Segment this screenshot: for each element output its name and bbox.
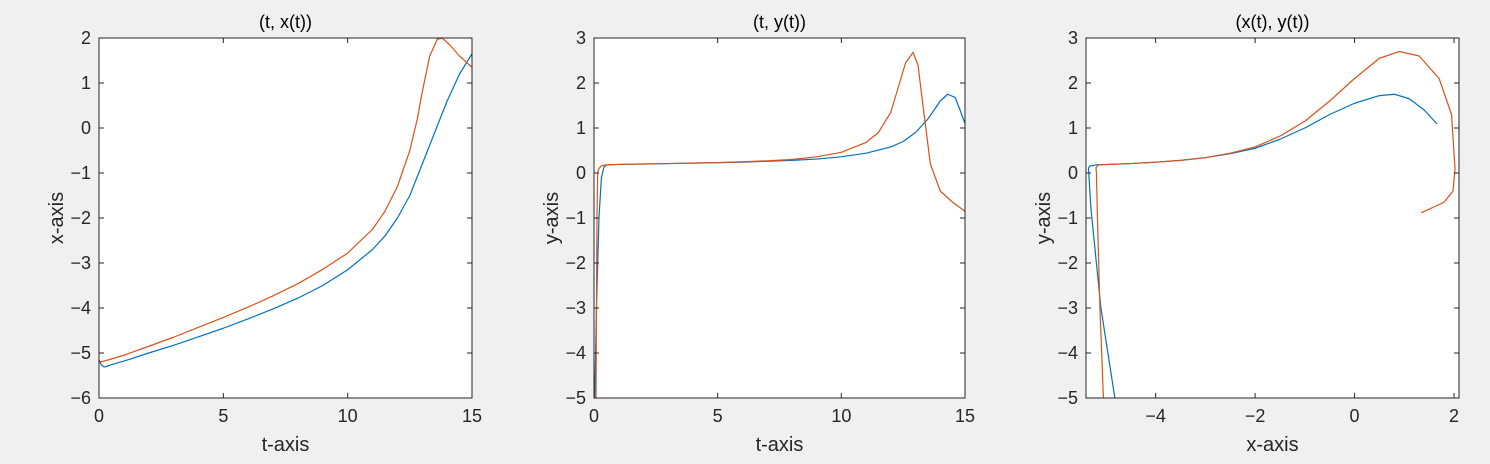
chart-3-xtick-label: 2	[1449, 406, 1459, 426]
chart-3-ylabel: y-axis	[1033, 192, 1055, 244]
chart-3-xtick-label: 0	[1350, 406, 1360, 426]
chart-2-ytick-label: 1	[576, 118, 586, 138]
chart-3-ytick-label: −4	[1057, 343, 1078, 363]
chart-3-xlabel: x-axis	[1246, 434, 1298, 456]
chart-3: −4 −2 0 2 −5 −4 −3 −2 −1 0 1 2 3 (x(t), y(t)) x-axis y-…	[1033, 12, 1460, 456]
chart-1-xtick-label: 5	[218, 406, 228, 426]
chart-1-ytick-label: 0	[81, 118, 91, 138]
chart-3-plot-area	[1086, 38, 1459, 398]
chart-1-title: (t, x(t))	[259, 12, 312, 32]
chart-1-ytick-label: −5	[70, 343, 91, 363]
chart-1-xtick-label: 15	[462, 406, 482, 426]
chart-1: 0 5 10 15 −6 −5 −4 −3 −2 −1 0 1 2 (t, x(t)) t-axis x-ax…	[46, 12, 482, 456]
chart-1-ytick-label: −2	[70, 208, 91, 228]
chart-1-xlabel: t-axis	[262, 434, 310, 456]
chart-2-xtick-label: 5	[713, 406, 723, 426]
chart-1-xtick-label: 10	[338, 406, 358, 426]
chart-2-xtick-label: 15	[955, 406, 975, 426]
chart-3-title: (x(t), y(t))	[1236, 12, 1310, 32]
chart-3-series-group	[1087, 50, 1456, 398]
chart-1-series-group	[99, 38, 472, 368]
chart-3-ytick-label: −5	[1057, 388, 1078, 408]
chart-2-series-group	[594, 51, 965, 398]
chart-3-ytick-label: 3	[1068, 28, 1078, 48]
chart-3-xtick-label: −2	[1245, 406, 1266, 426]
chart-3-ytick-label: 2	[1068, 73, 1078, 93]
chart-2-xlabel: t-axis	[756, 434, 804, 456]
chart-2-ytick-label: −3	[565, 298, 586, 318]
chart-2-ytick-label: −5	[565, 388, 586, 408]
chart-1-ytick-label: −4	[70, 298, 91, 318]
chart-3-ytick-label: 0	[1068, 163, 1078, 183]
chart-1-ytick-label: −3	[70, 253, 91, 273]
chart-3-ytick-label: −1	[1057, 208, 1078, 228]
chart-2-series-2-line	[595, 51, 965, 398]
chart-2-ytick-label: 2	[576, 73, 586, 93]
chart-2-ytick-label: −1	[565, 208, 586, 228]
chart-1-ylabel: x-axis	[46, 192, 68, 244]
chart-1-plot-area	[99, 38, 472, 398]
chart-1-series-1-line	[99, 53, 472, 368]
chart-1-series-2-line	[99, 38, 472, 363]
chart-1-ytick-label: 1	[81, 73, 91, 93]
chart-2-xtick-label: 10	[831, 406, 851, 426]
chart-2: 0 5 10 15 −5 −4 −3 −2 −1 0 1 2 3 (t, y(t)) t-axis y-axi…	[541, 12, 975, 456]
chart-3-ytick-label: −2	[1057, 253, 1078, 273]
chart-2-ytick-label: 3	[576, 28, 586, 48]
chart-1-ytick-label: −1	[70, 163, 91, 183]
chart-1-xtick-label: 0	[94, 406, 104, 426]
chart-2-plot-area	[594, 38, 965, 398]
chart-2-xtick-label: 0	[589, 406, 599, 426]
chart-2-ytick-label: −2	[565, 253, 586, 273]
chart-2-ytick-label: 0	[576, 163, 586, 183]
chart-2-title: (t, y(t))	[753, 12, 806, 32]
chart-3-ytick-label: 1	[1068, 118, 1078, 138]
chart-1-ytick-label: −6	[70, 388, 91, 408]
chart-3-xtick-label: −4	[1145, 406, 1166, 426]
chart-2-series-1-line	[594, 93, 965, 398]
chart-3-series-2-line	[1095, 50, 1456, 398]
chart-2-ytick-label: −4	[565, 343, 586, 363]
chart-1-ytick-label: 2	[81, 28, 91, 48]
chart-3-ytick-label: −3	[1057, 298, 1078, 318]
chart-2-ylabel: y-axis	[541, 192, 563, 244]
